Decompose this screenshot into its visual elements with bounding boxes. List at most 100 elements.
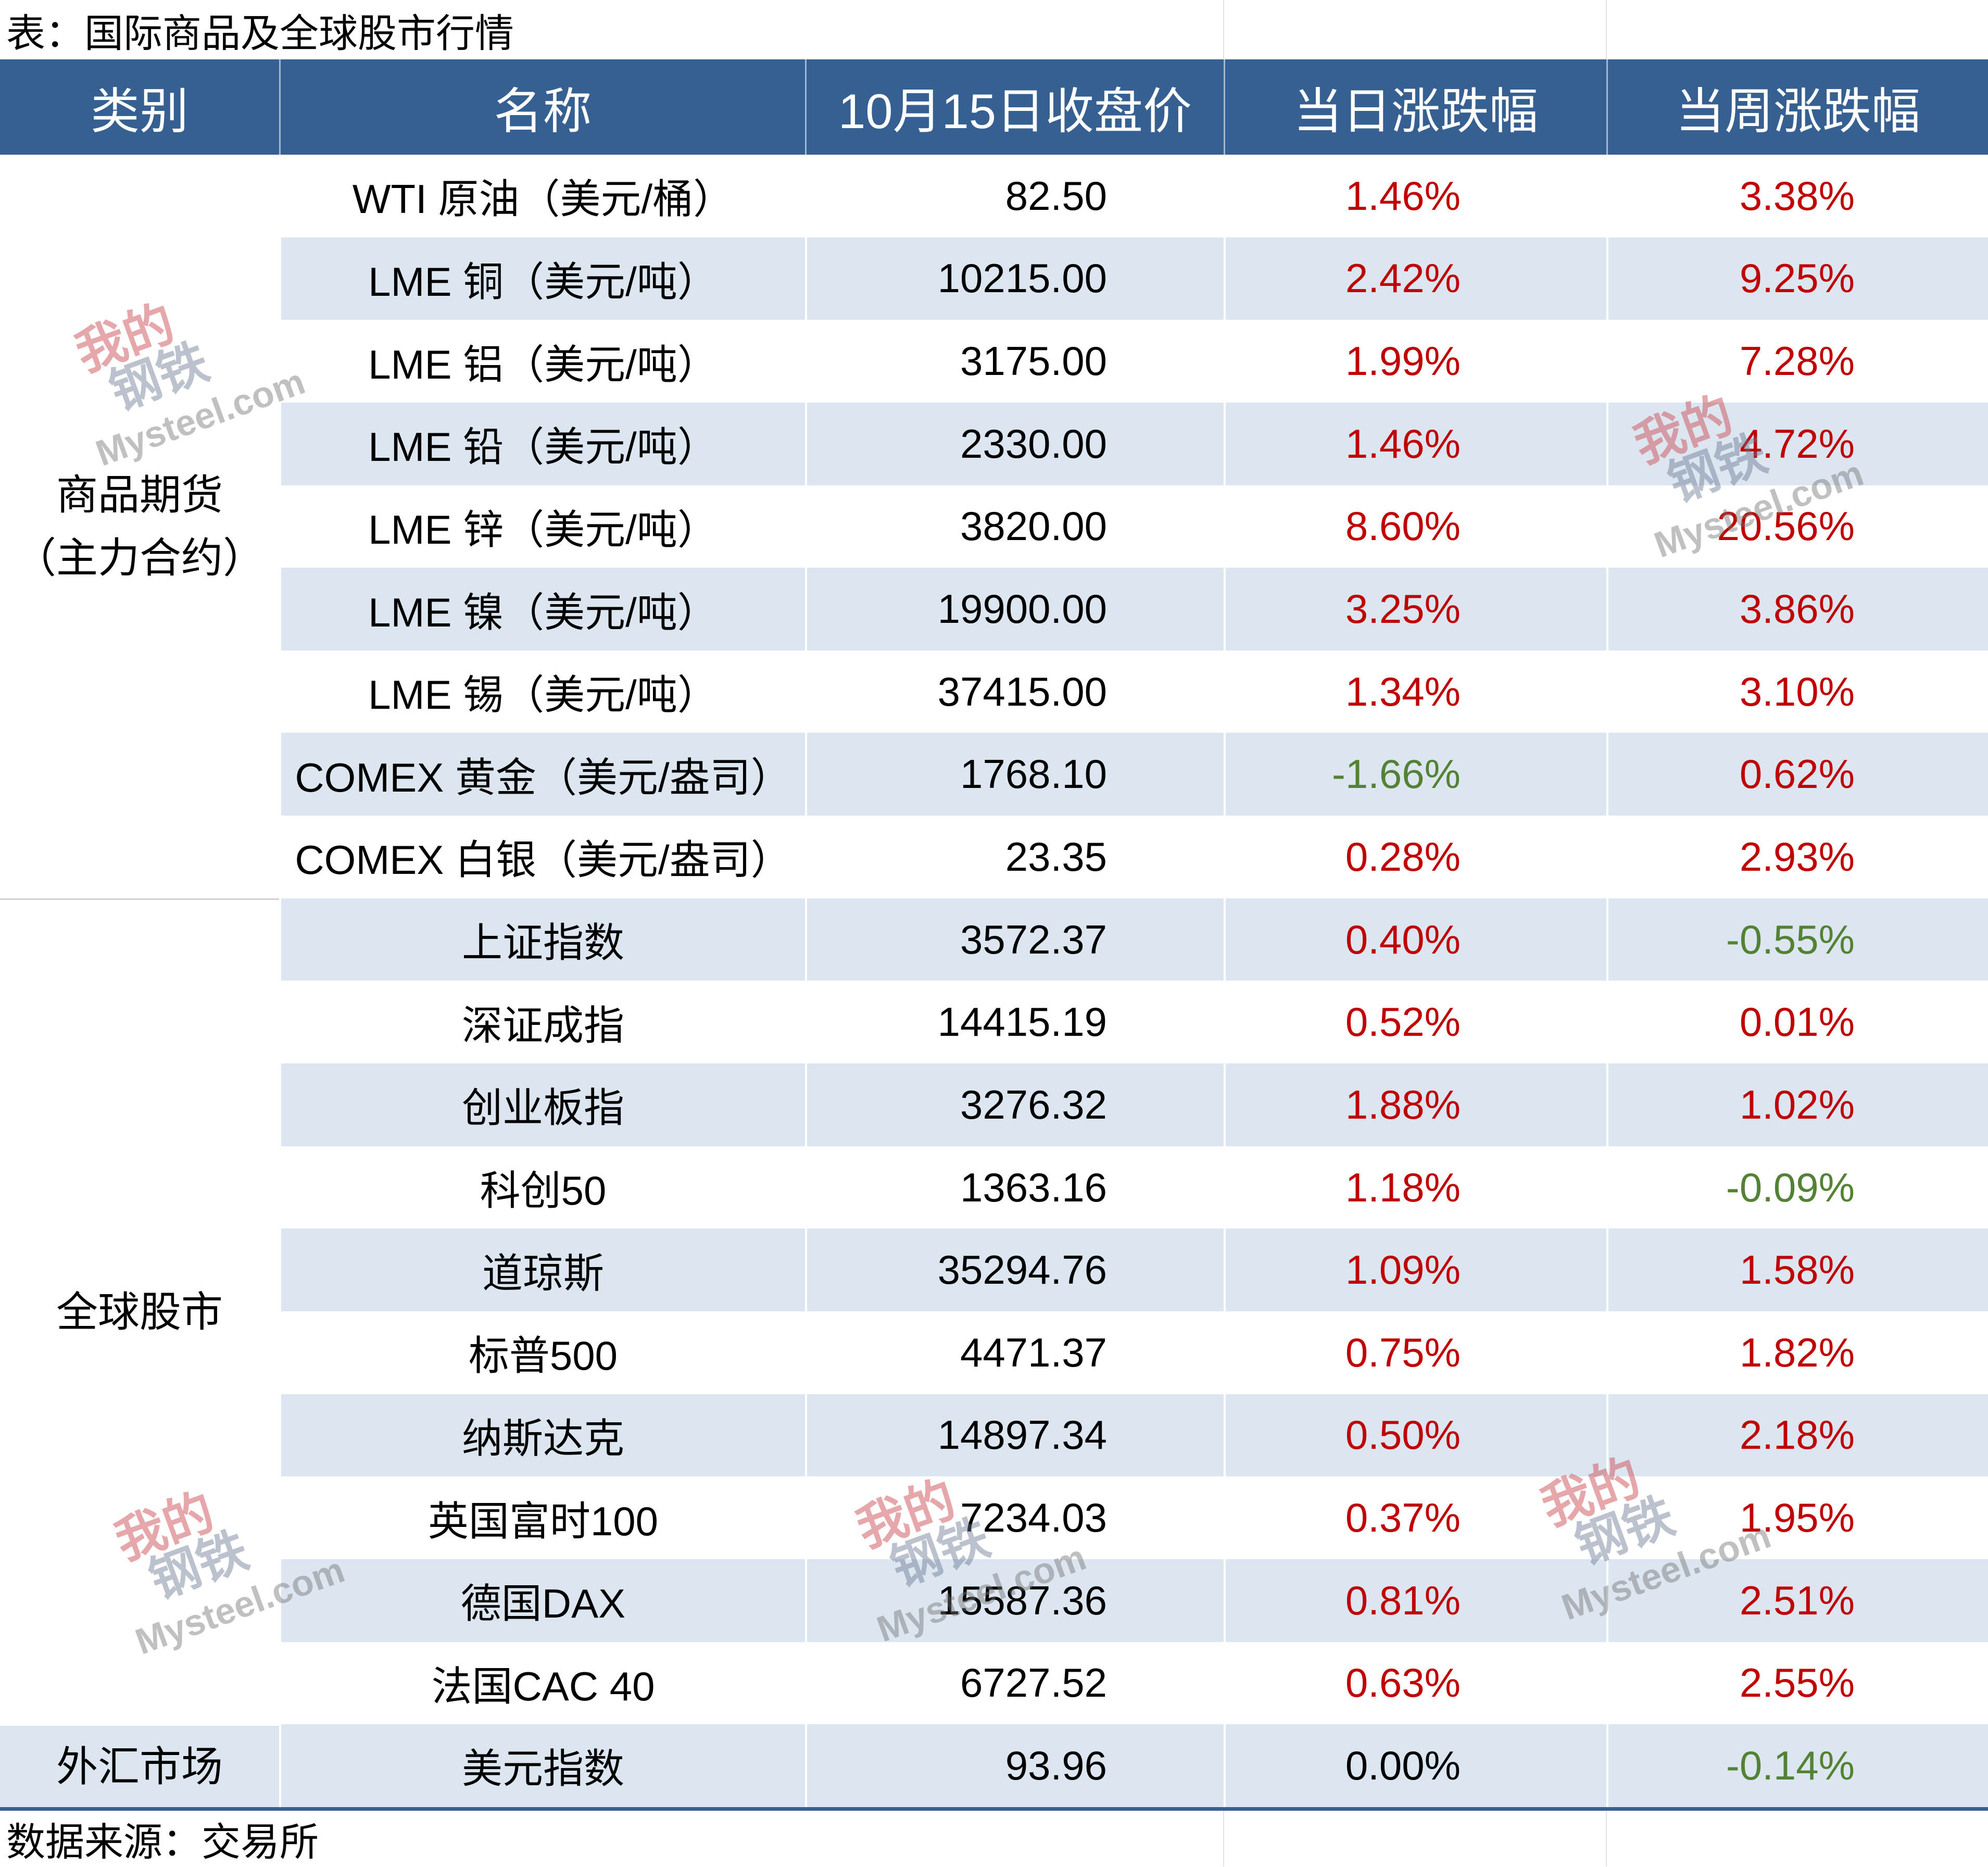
close-price-cell: 6727.52 [805, 1642, 1224, 1725]
daily-change-cell: 0.28% [1224, 816, 1606, 898]
close-price-cell: 14415.19 [805, 981, 1224, 1064]
name-cell: WTI 原油（美元/桶） [279, 155, 805, 237]
daily-change-cell: 0.00% [1224, 1724, 1606, 1807]
table-row: LME 镍（美元/吨） 19900.00 3.25% 3.86% [279, 568, 1988, 650]
weekly-change-cell: 3.38% [1606, 155, 1988, 237]
table-row: 纳斯达克 14897.34 0.50% 2.18% [279, 1394, 1988, 1477]
category-cell-fx: 外汇市场 [0, 1724, 279, 1807]
table-row: 美元指数 93.96 0.00% -0.14% [279, 1724, 1988, 1807]
close-price-cell: 7234.03 [805, 1476, 1224, 1559]
daily-change-cell: 1.46% [1224, 155, 1606, 237]
daily-change-cell: 3.25% [1224, 568, 1606, 650]
category-sublabel: （主力合约） [15, 534, 265, 581]
close-price-cell: 2330.00 [805, 402, 1224, 485]
close-price-cell: 15587.36 [805, 1559, 1224, 1642]
weekly-change-cell: 0.01% [1606, 981, 1988, 1064]
gridline [1223, 1811, 1224, 1866]
table-bottom-rule [0, 1807, 1988, 1811]
daily-change-cell: 0.52% [1224, 981, 1606, 1064]
name-cell: LME 铝（美元/吨） [279, 320, 805, 403]
weekly-change-cell: 2.51% [1606, 1559, 1988, 1642]
close-price-cell: 4471.37 [805, 1311, 1224, 1394]
daily-change-cell: 2.42% [1224, 237, 1606, 320]
daily-change-cell: 1.09% [1224, 1229, 1606, 1311]
table-row: LME 铝（美元/吨） 3175.00 1.99% 7.28% [279, 320, 1988, 403]
gridline [1606, 1811, 1607, 1866]
category-cell-stocks: 全球股市 [0, 898, 279, 1725]
name-cell: 纳斯达克 [279, 1394, 805, 1477]
weekly-change-cell: 2.93% [1606, 816, 1988, 898]
table-row: 深证成指 14415.19 0.52% 0.01% [279, 981, 1988, 1064]
daily-change-cell: 0.37% [1224, 1476, 1606, 1559]
daily-change-cell: 1.34% [1224, 650, 1606, 733]
name-cell: 深证成指 [279, 981, 805, 1064]
name-cell: 英国富时100 [279, 1476, 805, 1559]
name-cell: COMEX 白银（美元/盎司） [279, 816, 805, 898]
gridline [1606, 0, 1607, 59]
table-row: 上证指数 3572.37 0.40% -0.55% [279, 898, 1988, 981]
daily-change-cell: 0.81% [1224, 1559, 1606, 1642]
weekly-change-cell: 7.28% [1606, 320, 1988, 403]
weekly-change-cell: -0.14% [1606, 1724, 1988, 1807]
daily-change-cell: 1.88% [1224, 1063, 1606, 1146]
weekly-change-cell: 4.72% [1606, 402, 1988, 485]
daily-change-cell: 0.50% [1224, 1394, 1606, 1477]
weekly-change-cell: 2.55% [1606, 1642, 1988, 1725]
name-cell: 科创50 [279, 1146, 805, 1229]
name-cell: 道琼斯 [279, 1229, 805, 1311]
close-price-cell: 1768.10 [805, 733, 1224, 816]
category-cell-commodities: 商品期货 （主力合约） [0, 155, 279, 898]
table-body: WTI 原油（美元/桶） 82.50 1.46% 3.38% LME 铜（美元/… [279, 155, 1988, 1807]
name-cell: LME 铅（美元/吨） [279, 402, 805, 485]
table-row: COMEX 白银（美元/盎司） 23.35 0.28% 2.93% [279, 816, 1988, 898]
table-row: 标普500 4471.37 0.75% 1.82% [279, 1311, 1988, 1394]
table-row: 英国富时100 7234.03 0.37% 1.95% [279, 1476, 1988, 1559]
table-row: LME 铜（美元/吨） 10215.00 2.42% 9.25% [279, 237, 1988, 320]
close-price-cell: 19900.00 [805, 568, 1224, 650]
name-cell: LME 铜（美元/吨） [279, 237, 805, 320]
close-price-cell: 35294.76 [805, 1229, 1224, 1311]
weekly-change-cell: 20.56% [1606, 485, 1988, 568]
weekly-change-cell: 1.95% [1606, 1476, 1988, 1559]
close-price-cell: 3820.00 [805, 485, 1224, 568]
weekly-change-cell: 1.58% [1606, 1229, 1988, 1311]
table-row: WTI 原油（美元/桶） 82.50 1.46% 3.38% [279, 155, 1988, 237]
source-note: 数据来源：交易所 [6, 1820, 319, 1864]
name-cell: 标普500 [279, 1311, 805, 1394]
table-row: LME 锡（美元/吨） 37415.00 1.34% 3.10% [279, 650, 1988, 733]
name-cell: 美元指数 [279, 1724, 805, 1807]
close-price-cell: 23.35 [805, 816, 1224, 898]
name-cell: LME 镍（美元/吨） [279, 568, 805, 650]
name-cell: COMEX 黄金（美元/盎司） [279, 733, 805, 816]
daily-change-cell: 1.18% [1224, 1146, 1606, 1229]
weekly-change-cell: -0.09% [1606, 1146, 1988, 1229]
chart-title: 表：国际商品及全球股市行情 [6, 11, 514, 55]
table-header: 类别 名称 10月15日收盘价 当日涨跌幅 当周涨跌幅 [0, 59, 1988, 155]
category-label: 商品期货 [56, 471, 223, 518]
gridline [1223, 0, 1224, 59]
close-price-cell: 1363.16 [805, 1146, 1224, 1229]
table-row: COMEX 黄金（美元/盎司） 1768.10 -1.66% 0.62% [279, 733, 1988, 816]
column-header-weekly-change: 当周涨跌幅 [1606, 59, 1988, 155]
table-row: 德国DAX 15587.36 0.81% 2.51% [279, 1559, 1988, 1642]
daily-change-cell: 0.63% [1224, 1642, 1606, 1725]
close-price-cell: 93.96 [805, 1724, 1224, 1807]
daily-change-cell: 8.60% [1224, 485, 1606, 568]
name-cell: 法国CAC 40 [279, 1642, 805, 1725]
column-header-name: 名称 [279, 59, 805, 155]
table-row: 科创50 1363.16 1.18% -0.09% [279, 1146, 1988, 1229]
table-row: LME 锌（美元/吨） 3820.00 8.60% 20.56% [279, 485, 1988, 568]
category-label: 全球股市 [56, 1289, 223, 1336]
daily-change-cell: -1.66% [1224, 733, 1606, 816]
close-price-cell: 82.50 [805, 155, 1224, 237]
weekly-change-cell: 3.86% [1606, 568, 1988, 650]
close-price-cell: 3175.00 [805, 320, 1224, 403]
column-header-close-price: 10月15日收盘价 [805, 59, 1224, 155]
close-price-cell: 3572.37 [805, 898, 1224, 981]
category-label: 外汇市场 [56, 1743, 223, 1790]
column-header-daily-change: 当日涨跌幅 [1224, 59, 1606, 155]
table-row: 法国CAC 40 6727.52 0.63% 2.55% [279, 1642, 1988, 1725]
close-price-cell: 37415.00 [805, 650, 1224, 733]
weekly-change-cell: -0.55% [1606, 898, 1988, 981]
daily-change-cell: 1.46% [1224, 402, 1606, 485]
